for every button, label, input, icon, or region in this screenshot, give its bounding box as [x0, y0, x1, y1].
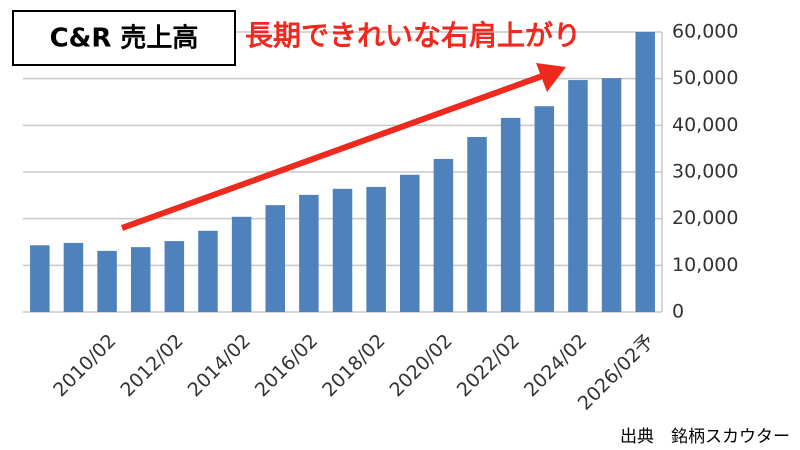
- bar: [601, 78, 622, 312]
- bar: [130, 247, 151, 312]
- y-tick-label: 30,000: [672, 161, 738, 183]
- bar: [198, 230, 218, 312]
- y-tick-label: 50,000: [672, 67, 738, 89]
- arrow-head: [536, 63, 566, 92]
- y-tick-label: 20,000: [672, 207, 738, 229]
- bar: [30, 245, 50, 312]
- source: 出典 銘柄スカウター: [620, 427, 790, 447]
- bar: [332, 188, 353, 312]
- bar: [534, 106, 555, 312]
- x-tick-label: 2022/02: [453, 330, 524, 401]
- trend-arrow: [120, 72, 547, 231]
- bar: [635, 32, 655, 312]
- bars: [30, 32, 655, 312]
- title-box: [12, 10, 236, 66]
- x-tick-label: 2014/02: [184, 330, 255, 401]
- annotation: 長期できれいな右肩上がり: [245, 19, 581, 52]
- bar: [97, 250, 117, 312]
- x-tick-label: 2016/02: [251, 330, 322, 401]
- bar: [164, 241, 185, 312]
- bar: [231, 216, 252, 312]
- bar: [568, 80, 588, 312]
- y-tick-label: 40,000: [672, 114, 738, 136]
- bar: [265, 205, 285, 312]
- x-tick-label: 2012/02: [116, 330, 187, 401]
- chart-title: C&R 売上高: [50, 23, 199, 54]
- x-tick-label: 2020/02: [385, 330, 456, 401]
- bar: [433, 158, 454, 312]
- bar: [467, 137, 487, 312]
- x-tick-label: 2024/02: [520, 330, 591, 401]
- bar: [400, 174, 420, 312]
- bar: [63, 242, 84, 312]
- x-tick-label: 2010/02: [49, 330, 120, 401]
- bar: [366, 186, 386, 312]
- bar: [299, 194, 319, 312]
- y-tick-label: 0: [672, 301, 684, 323]
- y-tick-label: 60,000: [672, 21, 738, 43]
- y-tick-label: 10,000: [672, 254, 738, 276]
- x-tick-label: 2018/02: [318, 330, 389, 401]
- bar: [500, 117, 521, 312]
